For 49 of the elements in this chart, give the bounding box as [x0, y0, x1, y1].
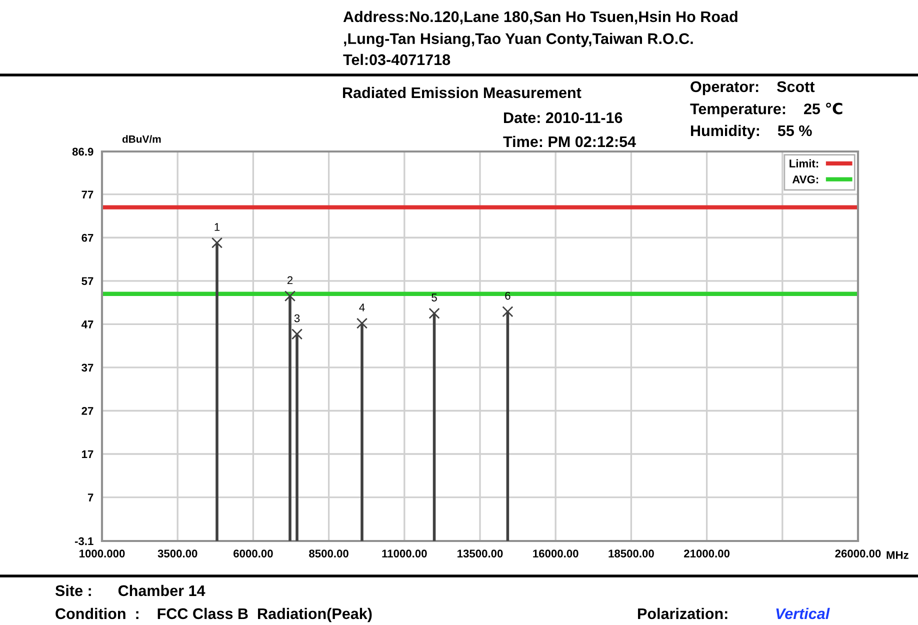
annotation: 2: [287, 276, 293, 284]
point: [428, 308, 440, 319]
y-tick-label: 57: [82, 277, 94, 286]
point: [356, 318, 368, 329]
annotation: 4: [359, 304, 365, 312]
text: Operator: Scott: [690, 81, 815, 96]
legend-label: Limit:: [790, 159, 818, 168]
y-tick-label: 7: [88, 494, 94, 502]
text: Site : Chamber 14: [55, 584, 206, 596]
x-tick-label: 3500.00: [158, 550, 198, 558]
y-tick-label: 47: [81, 320, 94, 328]
text: Time: PM 02:12:54: [503, 136, 636, 148]
y-tick-label: 17: [82, 450, 94, 458]
annotation: 6: [505, 292, 510, 300]
x-tick-label: 1000.000: [80, 550, 125, 558]
y-tick-label: 37: [82, 364, 94, 372]
text: Temperature: 25 ℃: [690, 102, 842, 118]
text: Humidity: 55 %: [691, 124, 812, 140]
x-tick-label: 11000.00: [382, 550, 427, 558]
y-tick-label: 77: [82, 190, 94, 198]
x-tick-label: 21000.00: [684, 550, 730, 558]
y-tick-label: 67: [82, 234, 94, 242]
point: [502, 306, 514, 318]
x-axis-title: MHz: [886, 551, 908, 559]
text: Address:No.120,Lane 180,San Ho Tsuen,Hsin Ho Road: [343, 10, 738, 24]
text: ,Lung-Tan Hsiang,Tao Yuan Conty,Taiwan R.O.C.: [344, 32, 693, 48]
text: Date: 2010-11-16: [504, 112, 622, 124]
point: [211, 237, 223, 248]
x-tick-label: 26000.00: [835, 550, 881, 558]
x-tick-label: 6000.00: [234, 550, 273, 558]
text: Vertical: [776, 608, 830, 620]
annotation: 5: [432, 294, 437, 302]
x-tick-label: 18500.00: [608, 550, 654, 558]
text: Polarization:: [638, 608, 728, 620]
x-tick-label: 8500.00: [309, 550, 348, 558]
point: [291, 328, 303, 340]
y-tick-label: 86.9: [72, 148, 94, 156]
text: Tel:03-4071718: [343, 54, 450, 66]
y-axis-title: dBuV/m: [122, 135, 161, 143]
x-tick-label: 13500.00: [458, 550, 503, 558]
point: [284, 290, 296, 302]
annotation: 1: [214, 223, 220, 231]
annotation: 3: [294, 314, 300, 322]
legend-label: AVG:: [792, 175, 818, 184]
x-tick-label: 16000.00: [533, 550, 578, 558]
chart-title: Radiated Emission Measurement: [343, 86, 582, 98]
y-tick-label: 27: [82, 407, 94, 415]
text: Condition : FCC Class B Radiation(Peak): [56, 608, 372, 622]
y-tick-label: -3.1: [74, 537, 94, 546]
